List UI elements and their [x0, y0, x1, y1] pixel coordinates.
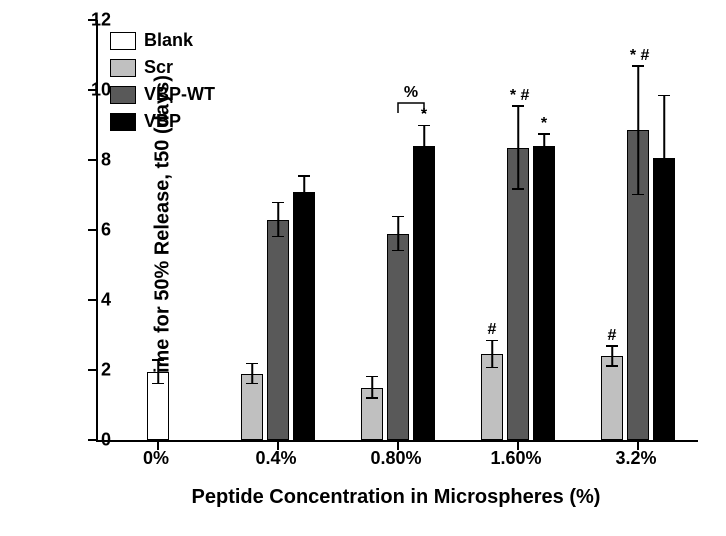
error-bar [637, 66, 639, 196]
bar-group [653, 20, 675, 440]
error-bar [371, 376, 373, 398]
error-bar [663, 95, 665, 221]
error-bar [277, 202, 279, 237]
x-tick-label: 3.2% [615, 448, 656, 469]
error-cap [512, 105, 524, 107]
x-tick-label: 0.4% [255, 448, 296, 469]
bar-group [507, 20, 529, 440]
x-tick-label: 0% [143, 448, 169, 469]
bar-group [293, 20, 315, 440]
legend-swatch [110, 32, 136, 50]
bar [533, 146, 555, 440]
error-cap [658, 95, 670, 97]
error-cap [606, 345, 618, 347]
error-bar [517, 106, 519, 190]
y-tick-label: 12 [81, 10, 111, 31]
x-tick-label: 0.80% [370, 448, 421, 469]
legend-item: Scr [110, 57, 215, 78]
bar-group [267, 20, 289, 440]
error-cap [272, 236, 284, 238]
bar-group [533, 20, 555, 440]
error-cap [632, 194, 644, 196]
error-cap [606, 365, 618, 367]
bar-group [387, 20, 409, 440]
y-tick-label: 4 [81, 290, 111, 311]
error-cap [366, 376, 378, 378]
bar-group [481, 20, 503, 440]
legend-swatch [110, 86, 136, 104]
error-cap [486, 340, 498, 342]
bar [387, 234, 409, 441]
y-tick-label: 6 [81, 220, 111, 241]
error-cap [538, 133, 550, 135]
legend-item: VBP-WT [110, 84, 215, 105]
bar-group [361, 20, 383, 440]
error-bar [251, 363, 253, 384]
error-cap [392, 250, 404, 252]
x-axis-title: Peptide Concentration in Microspheres (%… [96, 486, 696, 509]
y-tick-label: 8 [81, 150, 111, 171]
legend-label: VBP [144, 111, 181, 132]
error-cap [152, 359, 164, 361]
error-cap [486, 367, 498, 369]
error-cap [366, 397, 378, 399]
bar [507, 148, 529, 440]
bar-group [413, 20, 435, 440]
error-cap [298, 206, 310, 208]
legend-swatch [110, 59, 136, 77]
error-cap [272, 202, 284, 204]
error-cap [246, 363, 258, 365]
legend-item: Blank [110, 30, 215, 51]
bar-group [241, 20, 263, 440]
error-cap [418, 125, 430, 127]
error-bar [397, 216, 399, 251]
bar [413, 146, 435, 440]
y-tick-label: 0 [81, 430, 111, 451]
legend-item: VBP [110, 111, 215, 132]
bar [293, 192, 315, 441]
error-cap [418, 166, 430, 168]
error-bar [543, 134, 545, 159]
error-cap [632, 65, 644, 67]
error-cap [512, 188, 524, 190]
error-cap [152, 383, 164, 385]
error-cap [298, 175, 310, 177]
error-cap [392, 216, 404, 218]
error-bar [491, 340, 493, 368]
error-bar [157, 360, 159, 385]
error-bar [611, 346, 613, 367]
bar-group [601, 20, 623, 440]
bar [267, 220, 289, 441]
bar [601, 356, 623, 440]
error-bar [303, 176, 305, 208]
error-cap [246, 383, 258, 385]
legend-label: VBP-WT [144, 84, 215, 105]
error-cap [658, 220, 670, 222]
bracket-label: % [404, 85, 418, 101]
x-tick-label: 1.60% [490, 448, 541, 469]
y-tick-label: 2 [81, 360, 111, 381]
legend: Blank Scr VBP-WT VBP [110, 30, 215, 138]
error-cap [538, 157, 550, 159]
bar-group [627, 20, 649, 440]
y-tick-label: 10 [81, 80, 111, 101]
legend-label: Blank [144, 30, 193, 51]
legend-swatch [110, 113, 136, 131]
error-bar [423, 125, 425, 167]
legend-label: Scr [144, 57, 173, 78]
